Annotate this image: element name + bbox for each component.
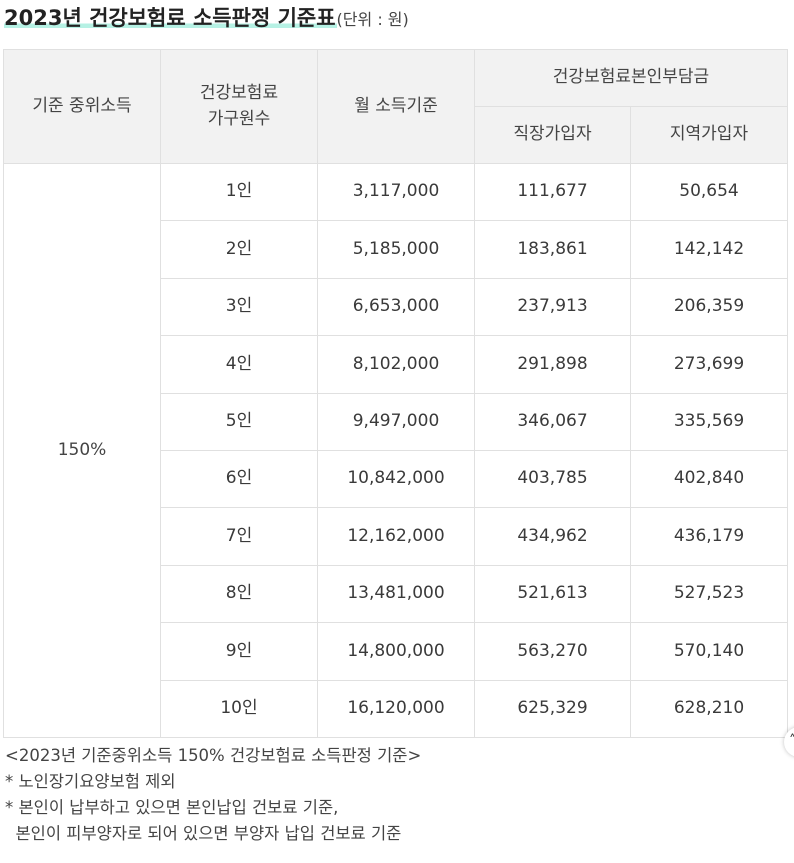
regional-burden-cell: 273,699 [630, 335, 788, 394]
employee-burden-cell: 434,962 [474, 507, 631, 566]
title-main: 2023년 건강보험료 소득판정 기준표 [4, 6, 337, 30]
employee-burden-cell: 111,677 [474, 162, 631, 222]
employee-burden-cell: 403,785 [474, 449, 631, 509]
regional-burden-cell: 527,523 [630, 564, 788, 624]
note-item: * 노인장기요양보험 제외 [5, 772, 176, 791]
table-row: 5인 9,497,000 346,067 335,569 [4, 392, 788, 451]
header-household-line1: 건강보험료 [199, 83, 279, 103]
employee-burden-cell: 291,898 [474, 335, 631, 394]
members-cell: 6인 [160, 449, 318, 509]
members-cell: 7인 [160, 507, 318, 566]
members-cell: 10인 [160, 679, 318, 738]
monthly-income-cell: 13,481,000 [317, 564, 475, 624]
employee-burden-cell: 346,067 [474, 392, 631, 451]
note-item: * 본인이 납부하고 있으면 본인납입 건보료 기준, [5, 798, 339, 817]
regional-burden-cell: 628,210 [630, 679, 788, 738]
title-unit: (단위 : 원) [336, 10, 409, 29]
employee-burden-cell: 521,613 [474, 564, 631, 624]
median-income-cell: 150% [3, 163, 161, 738]
monthly-income-cell: 8,102,000 [317, 335, 475, 394]
income-criteria-table: 기준 중위소득 건강보험료 가구원수 월 소득기준 건강보험료본인부담금 직장가… [3, 49, 788, 738]
members-cell: 8인 [160, 564, 318, 624]
header-regional: 지역가입자 [630, 106, 788, 164]
members-cell: 3인 [160, 277, 318, 337]
members-cell: 1인 [160, 162, 318, 222]
notes: <2023년 기준중위소득 150% 건강보험료 소득판정 기준> * 노인장기요… [5, 743, 421, 847]
header-burden-group: 건강보험료본인부담금 [474, 49, 788, 107]
table-row: 6인 10,842,000 403,785 402,840 [4, 449, 788, 509]
regional-burden-cell: 142,142 [630, 220, 788, 279]
monthly-income-cell: 9,497,000 [317, 392, 475, 451]
table-row: 3인 6,653,000 237,913 206,359 [4, 277, 788, 337]
header-monthly-income: 월 소득기준 [317, 49, 475, 164]
regional-burden-cell: 570,140 [630, 622, 788, 681]
table-body: 150% 1인 3,117,000 111,677 50,654 2인 5,185,000 1… [3, 162, 788, 738]
monthly-income-cell: 3,117,000 [317, 162, 475, 222]
table-row: 9인 14,800,000 563,270 570,140 [4, 622, 788, 681]
regional-burden-cell: 50,654 [630, 162, 788, 222]
regional-burden-cell: 436,179 [630, 507, 788, 566]
members-cell: 5인 [160, 392, 318, 451]
members-cell: 9인 [160, 622, 318, 681]
employee-burden-cell: 625,329 [474, 679, 631, 738]
header-employee: 직장가입자 [474, 106, 631, 164]
table-row: 2인 5,185,000 183,861 142,142 [4, 220, 788, 279]
monthly-income-cell: 14,800,000 [317, 622, 475, 681]
header-household-members: 건강보험료 가구원수 [160, 49, 318, 164]
scroll-top-button[interactable]: ˄ [784, 727, 794, 757]
members-cell: 4인 [160, 335, 318, 394]
header-household-line2: 가구원수 [207, 108, 271, 129]
page-title: 2023년 건강보험료 소득판정 기준표(단위 : 원) [4, 2, 409, 32]
table-row: 7인 12,162,000 434,962 436,179 [4, 507, 788, 566]
employee-burden-cell: 183,861 [474, 220, 631, 279]
employee-burden-cell: 237,913 [474, 277, 631, 337]
chevron-up-icon: ˄ [789, 733, 794, 749]
table-row: 10인 16,120,000 625,329 628,210 [4, 679, 788, 738]
regional-burden-cell: 206,359 [630, 277, 788, 337]
table-row: 8인 13,481,000 521,613 527,523 [4, 564, 788, 624]
monthly-income-cell: 12,162,000 [317, 507, 475, 566]
monthly-income-cell: 10,842,000 [317, 449, 475, 509]
monthly-income-cell: 6,653,000 [317, 277, 475, 337]
regional-burden-cell: 335,569 [630, 392, 788, 451]
note-item: 본인이 피부양자로 되어 있으면 부양자 납입 건보료 기준 [5, 824, 402, 843]
employee-burden-cell: 563,270 [474, 622, 631, 681]
table-row: 150% 1인 3,117,000 111,677 50,654 [3, 162, 788, 738]
monthly-income-cell: 5,185,000 [317, 220, 475, 279]
table-row: 4인 8,102,000 291,898 273,699 [4, 335, 788, 394]
header-median-income: 기준 중위소득 [3, 49, 161, 164]
regional-burden-cell: 402,840 [630, 449, 788, 509]
members-cell: 2인 [160, 220, 318, 279]
notes-caption: <2023년 기준중위소득 150% 건강보험료 소득판정 기준> [5, 746, 422, 765]
monthly-income-cell: 16,120,000 [317, 679, 475, 738]
